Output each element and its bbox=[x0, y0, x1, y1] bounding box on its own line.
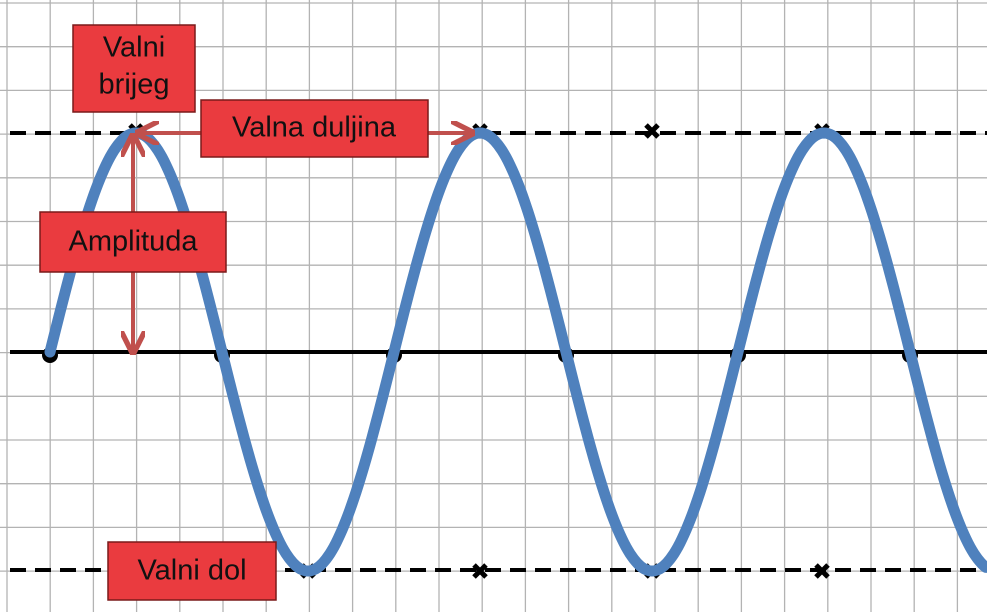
cross-marker bbox=[644, 123, 660, 139]
wave bbox=[44, 127, 987, 577]
crest-label: Valni bbox=[103, 32, 165, 64]
amplitude-box bbox=[39, 211, 227, 273]
cross-marker bbox=[814, 563, 830, 579]
wavelength-label: Valna duljina bbox=[232, 112, 397, 144]
crest-box bbox=[72, 24, 196, 113]
crest-label: brijeg bbox=[99, 69, 170, 101]
cross-marker bbox=[472, 563, 488, 579]
wavelength-box bbox=[200, 99, 429, 158]
trough-label: Valni dol bbox=[137, 555, 246, 587]
trough-box bbox=[107, 541, 277, 601]
amplitude-label: Amplituda bbox=[69, 226, 199, 258]
